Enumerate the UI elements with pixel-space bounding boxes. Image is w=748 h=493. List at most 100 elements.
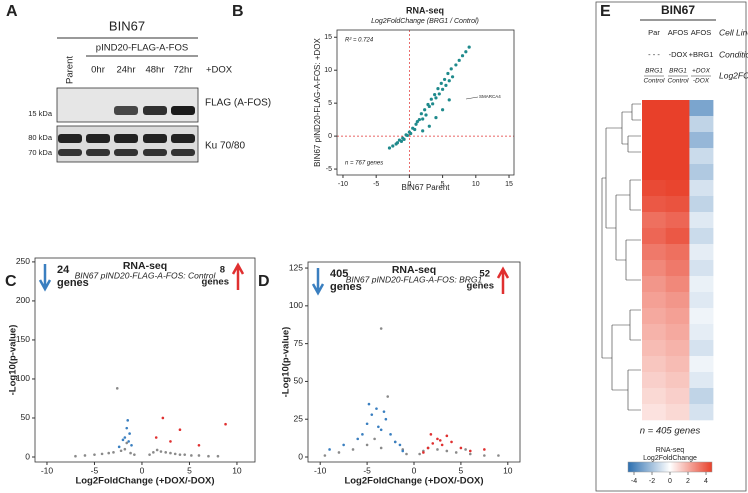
heat-cell xyxy=(689,196,714,213)
point xyxy=(148,453,151,456)
fc-numerator: BRG1 xyxy=(669,68,687,75)
colorbar-tick-label: 0 xyxy=(668,478,672,485)
point xyxy=(445,434,449,438)
point xyxy=(402,137,406,142)
point xyxy=(427,104,431,109)
point xyxy=(427,124,431,128)
point xyxy=(393,440,397,444)
colorbar-tick-label: -4 xyxy=(631,478,637,485)
row-label: Cell Line xyxy=(719,27,748,37)
point xyxy=(125,441,129,445)
x-axis-label: BIN67 Parent xyxy=(401,183,450,192)
point xyxy=(450,75,455,79)
point xyxy=(115,387,119,390)
heat-cell xyxy=(642,180,666,197)
leader xyxy=(465,96,479,100)
point xyxy=(123,447,127,451)
point xyxy=(384,417,388,421)
point xyxy=(398,443,402,447)
point xyxy=(444,83,448,87)
heat-cell xyxy=(642,164,666,181)
y-tick-label: 10 xyxy=(324,67,332,74)
heat-cell xyxy=(665,292,690,309)
heat-cell xyxy=(689,388,714,405)
band xyxy=(86,149,110,156)
point xyxy=(119,449,123,453)
point xyxy=(431,442,435,445)
y-tick-label: 15 xyxy=(324,34,332,41)
y-tick-label: 50 xyxy=(21,412,31,422)
heat-cell xyxy=(689,212,714,229)
point xyxy=(389,433,392,436)
point xyxy=(178,428,182,431)
x-tick-label: 10 xyxy=(503,465,513,475)
point xyxy=(93,453,96,456)
y-tick-label: 150 xyxy=(16,334,30,344)
point xyxy=(446,71,450,76)
point xyxy=(437,92,441,96)
panel-label: D xyxy=(258,273,270,290)
panel-e-frame xyxy=(595,1,747,492)
point xyxy=(356,437,360,441)
heat-cell xyxy=(642,292,666,309)
fc-denominator: -DOX xyxy=(693,78,710,85)
point xyxy=(386,395,390,398)
point xyxy=(409,131,413,136)
point xyxy=(405,133,410,138)
point xyxy=(464,448,467,451)
point xyxy=(395,141,400,145)
heat-cell xyxy=(642,116,666,133)
heat-cell xyxy=(689,356,714,373)
point xyxy=(379,446,383,450)
heat-cell xyxy=(642,308,666,325)
column-header: +BRG1 xyxy=(689,50,714,59)
fc-numerator: BRG1 xyxy=(645,68,663,75)
point xyxy=(130,443,133,447)
chart-title: RNA-seq xyxy=(406,5,444,15)
heat-cell xyxy=(642,340,666,357)
point xyxy=(399,139,404,143)
heat-cell xyxy=(689,100,714,117)
point xyxy=(74,454,77,458)
point xyxy=(173,452,177,456)
colorbar-tick-label: -2 xyxy=(649,478,655,485)
point xyxy=(423,108,427,112)
y-tick-label: 0 xyxy=(328,133,332,140)
heat-cell xyxy=(689,116,714,133)
column-header: -DOX xyxy=(669,50,688,59)
point xyxy=(391,144,395,148)
plot-frame xyxy=(34,257,256,463)
lane-label: 24hr xyxy=(116,65,135,76)
y-axis-label: BIN67 pIND20-FLAG-A-FOS: +DOX xyxy=(313,37,322,166)
point xyxy=(414,122,418,126)
point xyxy=(441,108,445,112)
column-header: AFOS xyxy=(668,28,688,37)
band xyxy=(171,106,195,115)
point xyxy=(126,419,130,422)
point xyxy=(401,449,405,453)
x-tick-label: 5 xyxy=(441,181,445,188)
up-label: genes xyxy=(467,281,494,292)
fc-numerator: +DOX xyxy=(692,68,711,75)
chart-subtitle: BIN67 pIND20-FLAG-A-FOS: BRG1 xyxy=(346,274,483,284)
heat-cell xyxy=(665,212,690,229)
y-tick-label: 25 xyxy=(294,413,304,423)
point xyxy=(436,87,440,91)
up-count: 8 xyxy=(220,265,225,276)
band xyxy=(58,134,82,143)
heat-cell xyxy=(665,180,690,197)
heat-cell xyxy=(642,356,666,373)
y-tick-label: 0 xyxy=(298,451,303,461)
plot-frame xyxy=(307,261,521,463)
heat-cell xyxy=(665,100,690,117)
point xyxy=(190,454,193,457)
up-count: 52 xyxy=(479,269,490,280)
point xyxy=(454,63,458,67)
point xyxy=(373,437,376,441)
band xyxy=(143,134,167,143)
y-tick-label: -5 xyxy=(326,166,332,173)
down-count: 24 xyxy=(57,264,70,276)
point xyxy=(107,451,111,455)
construct: pIND20-FLAG-A-FOS xyxy=(96,43,188,54)
marker: 70 kDa xyxy=(28,148,53,157)
